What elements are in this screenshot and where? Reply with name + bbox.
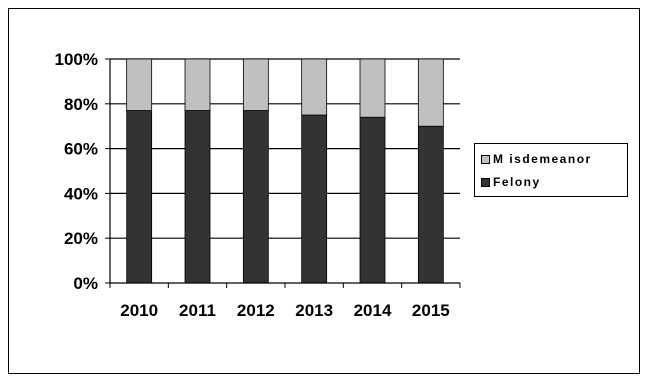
x-tick-label: 2014 xyxy=(354,301,392,320)
legend: M isdemeanor Felony xyxy=(474,143,628,197)
bar-felony-2014 xyxy=(359,116,386,284)
x-tick-label: 2012 xyxy=(237,301,275,320)
bar-felony-2011 xyxy=(184,110,211,284)
x-tick-label: 2015 xyxy=(412,301,450,320)
axes xyxy=(105,58,461,288)
legend-swatch-misdemeanor xyxy=(481,154,490,164)
y-tick-label: 100% xyxy=(55,50,98,69)
bar-misdemeanor-2013 xyxy=(301,58,328,116)
bar-misdemeanor-2011 xyxy=(184,58,211,111)
legend-item-felony: Felony xyxy=(481,173,541,191)
bar-felony-2012 xyxy=(242,110,269,284)
x-tick-labels: 2010 2011 2012 2013 2014 2015 xyxy=(120,301,449,320)
y-tick-label: 0% xyxy=(73,274,98,293)
legend-item-misdemeanor: M isdemeanor xyxy=(481,150,592,168)
bar-felony-2015 xyxy=(417,125,444,284)
x-tick-label: 2013 xyxy=(295,301,333,320)
bar-felony-2010 xyxy=(126,110,153,284)
y-tick-label: 40% xyxy=(64,184,98,203)
bar-felony-2013 xyxy=(301,114,328,284)
bar-misdemeanor-2014 xyxy=(359,58,386,118)
legend-label-felony: Felony xyxy=(493,175,541,189)
legend-label-misdemeanor: M isdemeanor xyxy=(493,152,592,166)
gridlines xyxy=(110,58,460,239)
bar-misdemeanor-2012 xyxy=(242,58,269,111)
bar-misdemeanor-2010 xyxy=(126,58,153,111)
x-tick-label: 2011 xyxy=(179,301,216,320)
y-tick-labels: 0% 20% 40% 60% 80% 100% xyxy=(55,50,98,293)
y-tick-label: 60% xyxy=(64,140,98,159)
y-tick-label: 80% xyxy=(64,95,98,114)
bar-misdemeanor-2015 xyxy=(417,58,444,127)
x-tick-label: 2010 xyxy=(120,301,158,320)
y-tick-label: 20% xyxy=(64,229,98,248)
bars xyxy=(126,58,444,284)
legend-swatch-felony xyxy=(481,177,490,187)
